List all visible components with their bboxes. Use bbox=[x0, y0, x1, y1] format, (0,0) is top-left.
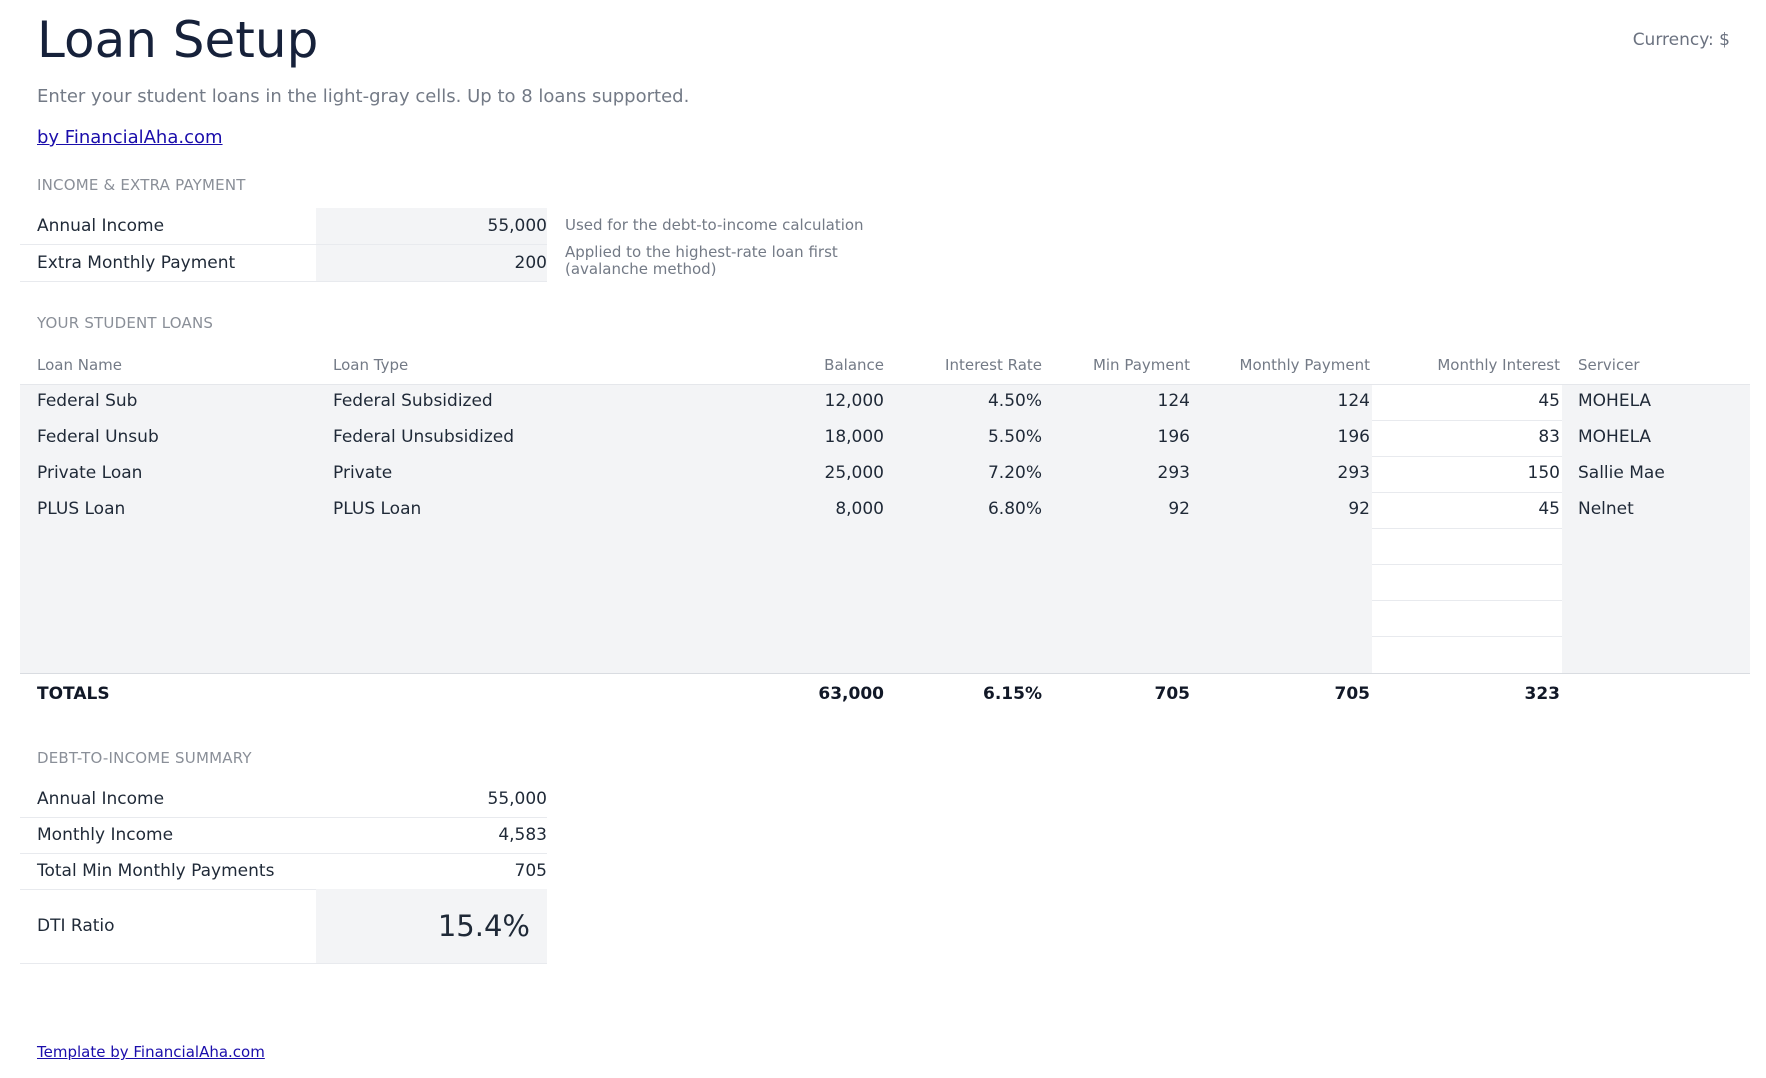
column-header-min-payment: Min Payment bbox=[1092, 356, 1190, 374]
loan-type-cell[interactable]: Private bbox=[333, 463, 393, 483]
dti-annual-income-label: Annual Income bbox=[37, 789, 165, 809]
min-payment-cell[interactable]: 196 bbox=[1157, 427, 1190, 447]
footer-link[interactable]: Template by FinancialAha.com bbox=[37, 1043, 265, 1061]
loans-input-area[interactable] bbox=[20, 384, 1372, 674]
monthly-income-row: Monthly Income 4,583 bbox=[20, 817, 547, 854]
extra-payment-note-line2: (avalanche method) bbox=[565, 260, 717, 278]
loan-name-cell[interactable]: Private Loan bbox=[37, 463, 143, 483]
interest-rate-cell[interactable]: 7.20% bbox=[987, 463, 1042, 483]
min-payment-cell[interactable]: 293 bbox=[1157, 463, 1190, 483]
dti-annual-income-row: Annual Income 55,000 bbox=[20, 781, 547, 818]
servicer-input-area[interactable] bbox=[1562, 384, 1750, 674]
column-header-interest-rate: Interest Rate bbox=[945, 356, 1042, 374]
monthly-income-value: 4,583 bbox=[498, 825, 547, 845]
totals-divider bbox=[20, 673, 1750, 674]
annual-income-label: Annual Income bbox=[37, 216, 165, 236]
balance-cell[interactable]: 25,000 bbox=[824, 463, 884, 483]
total-monthly-payment: 705 bbox=[1334, 684, 1371, 704]
total-min-payments-label: Total Min Monthly Payments bbox=[37, 861, 275, 881]
dti-ratio-row: DTI Ratio 15.4% bbox=[20, 889, 547, 964]
row-divider bbox=[1372, 600, 1562, 601]
monthly-payment-cell[interactable]: 196 bbox=[1337, 427, 1370, 447]
servicer-cell[interactable]: Sallie Mae bbox=[1578, 463, 1665, 483]
servicer-cell[interactable]: MOHELA bbox=[1578, 427, 1652, 447]
loan-name-cell[interactable]: Federal Unsub bbox=[37, 427, 159, 447]
monthly-interest-cell: 150 bbox=[1527, 463, 1560, 483]
annual-income-row: Annual Income 55,000 bbox=[20, 208, 547, 245]
brand-link[interactable]: by FinancialAha.com bbox=[37, 127, 223, 148]
row-divider bbox=[1372, 564, 1562, 565]
row-divider bbox=[1372, 492, 1562, 493]
dti-ratio-value: 15.4% bbox=[316, 889, 547, 963]
section-title-dti: DEBT-TO-INCOME SUMMARY bbox=[37, 749, 252, 767]
min-payment-cell[interactable]: 92 bbox=[1168, 499, 1190, 519]
loan-type-cell[interactable]: PLUS Loan bbox=[333, 499, 422, 519]
extra-payment-note: Applied to the highest-rate loan first (… bbox=[565, 244, 838, 278]
row-divider bbox=[1372, 528, 1562, 529]
section-title-loans: YOUR STUDENT LOANS bbox=[37, 314, 214, 332]
total-balance: 63,000 bbox=[818, 684, 884, 704]
section-title-income: INCOME & EXTRA PAYMENT bbox=[37, 176, 246, 194]
dti-ratio-label: DTI Ratio bbox=[37, 916, 115, 936]
loan-type-cell[interactable]: Federal Unsubsidized bbox=[333, 427, 514, 447]
monthly-payment-cell[interactable]: 92 bbox=[1348, 499, 1370, 519]
column-header-servicer: Servicer bbox=[1578, 356, 1640, 374]
interest-rate-cell[interactable]: 4.50% bbox=[987, 391, 1042, 411]
total-min-payment: 705 bbox=[1154, 684, 1191, 704]
monthly-income-label: Monthly Income bbox=[37, 825, 174, 845]
extra-payment-row: Extra Monthly Payment 200 bbox=[20, 245, 547, 282]
min-payment-cell[interactable]: 124 bbox=[1157, 391, 1190, 411]
column-header-loan-type: Loan Type bbox=[333, 356, 409, 374]
currency-label: Currency: $ bbox=[1632, 30, 1730, 50]
monthly-interest-cell: 83 bbox=[1538, 427, 1560, 447]
page-title: Loan Setup bbox=[37, 11, 319, 69]
interest-rate-cell[interactable]: 6.80% bbox=[987, 499, 1042, 519]
total-min-payments-row: Total Min Monthly Payments 705 bbox=[20, 853, 547, 890]
column-header-loan-name: Loan Name bbox=[37, 356, 122, 374]
annual-income-input[interactable]: 55,000 bbox=[316, 208, 547, 244]
total-interest-rate: 6.15% bbox=[983, 684, 1042, 704]
total-monthly-interest: 323 bbox=[1524, 684, 1561, 704]
balance-cell[interactable]: 8,000 bbox=[835, 499, 884, 519]
row-divider bbox=[1372, 636, 1562, 637]
balance-cell[interactable]: 12,000 bbox=[824, 391, 884, 411]
column-header-monthly-interest: Monthly Interest bbox=[1437, 356, 1560, 374]
loan-type-cell[interactable]: Federal Subsidized bbox=[333, 391, 493, 411]
loan-name-cell[interactable]: PLUS Loan bbox=[37, 499, 126, 519]
interest-rate-cell[interactable]: 5.50% bbox=[987, 427, 1042, 447]
column-header-balance: Balance bbox=[824, 356, 884, 374]
page-subtitle: Enter your student loans in the light-gr… bbox=[37, 86, 690, 107]
monthly-interest-column bbox=[1372, 384, 1562, 674]
loan-name-cell[interactable]: Federal Sub bbox=[37, 391, 138, 411]
totals-label: TOTALS bbox=[37, 684, 110, 704]
balance-cell[interactable]: 18,000 bbox=[824, 427, 884, 447]
monthly-interest-cell: 45 bbox=[1538, 499, 1560, 519]
monthly-payment-cell[interactable]: 293 bbox=[1337, 463, 1370, 483]
extra-payment-label: Extra Monthly Payment bbox=[37, 253, 236, 273]
servicer-cell[interactable]: MOHELA bbox=[1578, 391, 1652, 411]
monthly-payment-cell[interactable]: 124 bbox=[1337, 391, 1370, 411]
monthly-interest-cell: 45 bbox=[1538, 391, 1560, 411]
row-divider bbox=[1372, 420, 1562, 421]
row-divider bbox=[1372, 456, 1562, 457]
dti-annual-income-value: 55,000 bbox=[487, 789, 547, 809]
annual-income-note: Used for the debt-to-income calculation bbox=[565, 216, 864, 234]
extra-payment-input[interactable]: 200 bbox=[316, 245, 547, 281]
column-header-monthly-payment: Monthly Payment bbox=[1239, 356, 1371, 374]
total-min-payments-value: 705 bbox=[514, 861, 547, 881]
extra-payment-note-line1: Applied to the highest-rate loan first bbox=[565, 243, 838, 261]
servicer-cell[interactable]: Nelnet bbox=[1578, 499, 1634, 519]
